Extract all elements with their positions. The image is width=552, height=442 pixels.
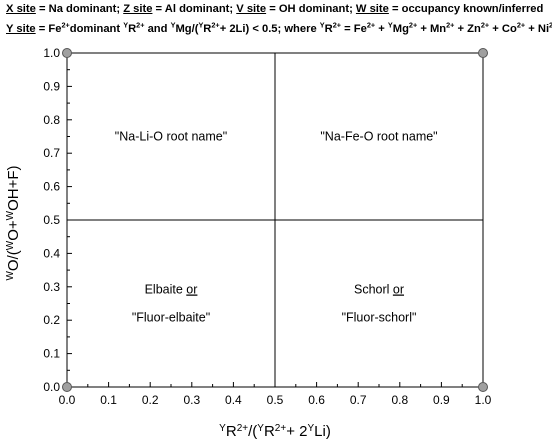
corner-point: [478, 382, 488, 392]
header-line-2: Y site = Fe2+dominant YR2+ and YMg/(YR2+…: [6, 20, 552, 35]
field-labels: "Na-Li-O root name" "Na-Fe-O root name" El…: [115, 130, 438, 325]
y-tick-label: 0.6: [43, 180, 60, 194]
ylabel-part: W: [5, 240, 16, 250]
header2-text: + 2Li) < 0.5; where: [219, 23, 320, 35]
v-site-term: V site: [236, 3, 267, 15]
y-tick-label: 0.5: [43, 213, 60, 227]
x-tick-label: 0.6: [308, 393, 325, 407]
underlined-or: or: [186, 283, 197, 297]
ylabel-part: O+: [5, 220, 22, 241]
header2-text: R: [128, 23, 137, 35]
x-site-text: = Na dominant;: [35, 3, 124, 15]
y-tick-label: 0.8: [43, 113, 60, 127]
corner-point: [62, 382, 72, 392]
y-tick-label: 0.3: [43, 280, 60, 294]
header2-sup: Y: [198, 20, 204, 30]
y-site-term: Y site: [6, 23, 36, 35]
x-tick-label: 0.8: [391, 393, 408, 407]
x-tick-label: 1.0: [475, 393, 492, 407]
xlabel-part: 2+: [275, 423, 287, 434]
field-label-line: "Na-Fe-O root name": [320, 130, 437, 144]
header2-sup: Y: [387, 20, 393, 30]
y-axis: 0.0 0.1 0.2 0.3 0.4 0.5 0.6 0.7 0.8 0.9 1.0: [43, 46, 72, 394]
x-tick-label: 0.4: [225, 393, 242, 407]
header2-sup: 2+: [332, 20, 342, 30]
y-axis-title: WO/(WO+WOH+F): [5, 165, 23, 280]
xlabel-part: /(: [248, 423, 257, 440]
header2-text: + Zn: [454, 23, 481, 35]
x-site-term: X site: [6, 3, 36, 15]
xlabel-part: R: [264, 423, 275, 440]
x-tick-label: 0.9: [433, 393, 450, 407]
field-label-line: "Fluor-elbaite": [132, 311, 210, 325]
header2-sup: 2+: [366, 20, 376, 30]
header2-text: Mg/(: [175, 23, 199, 35]
header2-sup: 2+: [408, 20, 418, 30]
header2-text: R: [324, 23, 333, 35]
xlabel-part: R: [226, 423, 237, 440]
xlabel-part: 2+: [237, 423, 249, 434]
ylabel-part: W: [5, 271, 16, 281]
ylabel-part: OH+F): [5, 165, 22, 210]
y-tick-label: 0.1: [43, 347, 60, 361]
x-axis: 0.0 0.1 0.2 0.3 0.4 0.5 0.6 0.7 0.8 0.9 1.0: [59, 382, 492, 407]
header2-text: + Mn: [417, 23, 447, 35]
x-tick-label: 0.5: [267, 393, 284, 407]
w-site-term: W site: [355, 3, 389, 15]
field-label-line: Elbaite or: [145, 283, 198, 297]
x-tick-label: 0.3: [183, 393, 200, 407]
ylabel-part: W: [5, 210, 16, 220]
x-tick-label: 0.0: [59, 393, 76, 407]
corner-point: [62, 48, 72, 58]
y-tick-label: 0.9: [43, 79, 60, 93]
field-label-line: "Na-Li-O root name": [115, 130, 227, 144]
corner-points: [62, 48, 488, 392]
field-label-line: "Fluor-schorl": [342, 311, 417, 325]
header2-sup: Y: [123, 20, 129, 30]
y-tick-label: 0.4: [43, 246, 60, 260]
header2-text: = Fe: [341, 23, 367, 35]
header2-sup: 2+: [211, 20, 220, 30]
header2-sup: 2+: [61, 20, 70, 30]
w-site-text: = occupancy known/inferred: [388, 3, 544, 15]
header2-sup: 2+: [446, 20, 455, 30]
header2-text: R: [203, 23, 212, 35]
corner-point: [478, 48, 488, 58]
y-tick-label: 0.0: [43, 380, 60, 394]
xlabel-part: Y: [219, 423, 226, 434]
x-axis-title: YR2+/(YR2++ 2YLi): [219, 423, 331, 441]
y-tick-label: 0.2: [43, 313, 60, 327]
z-site-term: Z site: [123, 3, 153, 15]
underlined-or: or: [393, 283, 404, 297]
y-tick-label: 1.0: [43, 46, 60, 60]
xlabel-part: Y: [307, 423, 314, 434]
field-label-line: Schorl or: [354, 283, 404, 297]
header2-text: dominant: [69, 23, 124, 35]
header2-text: + Co: [489, 23, 517, 35]
x-tick-label: 0.1: [100, 393, 117, 407]
header2-text: = Fe: [35, 23, 62, 35]
header2-text: +: [375, 23, 388, 35]
header2-sup: 2+: [136, 20, 145, 30]
header2-sup: Y: [170, 20, 176, 30]
x-tick-label: 0.2: [142, 393, 159, 407]
y-tick-label: 0.7: [43, 146, 60, 160]
xlabel-part: Li): [314, 423, 331, 440]
header2-text: + Ni: [525, 23, 550, 35]
v-site-text: = OH dominant;: [266, 3, 356, 15]
header-line-1: X site = Na dominant; Z site = Al domina…: [6, 3, 543, 15]
ylabel-part: O/(: [5, 250, 22, 271]
divider-lines: [67, 53, 483, 387]
header2-sup: 2+: [549, 20, 552, 30]
x-tick-label: 0.7: [350, 393, 367, 407]
z-site-text: = Al dominant;: [152, 3, 237, 15]
xlabel-part: + 2: [286, 423, 307, 440]
header2-sup: 2+: [516, 20, 526, 30]
header2-text: Mg: [392, 23, 409, 35]
header2-text: and: [144, 23, 171, 35]
xlabel-part: Y: [257, 423, 264, 434]
header2-sup: Y: [319, 20, 325, 30]
header2-sup: 2+: [480, 20, 490, 30]
